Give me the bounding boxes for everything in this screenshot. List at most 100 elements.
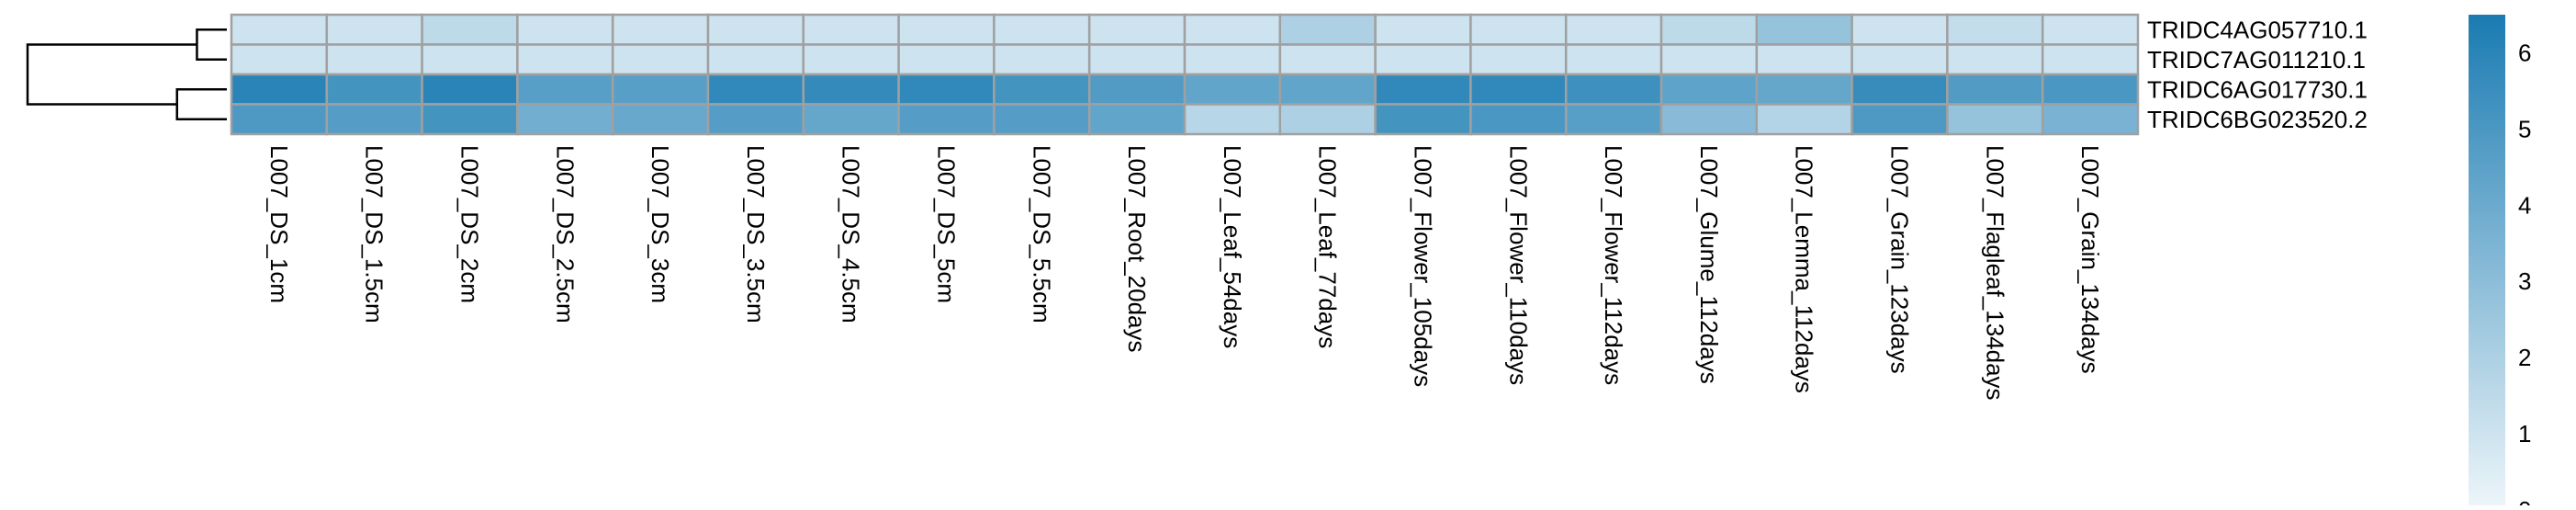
row-label: TRIDC6AG017730.1 bbox=[2147, 75, 2368, 103]
heatmap-cell-r3-c10 bbox=[1183, 103, 1282, 136]
heatmap-cell-r1-c4 bbox=[611, 43, 710, 76]
column-label: L007_Flower_105days bbox=[1410, 145, 1437, 387]
heatmap-cell-r1-c14 bbox=[1564, 43, 1663, 76]
heatmap-cell-r1-c11 bbox=[1278, 43, 1377, 76]
heatmap-cell-r2-c14 bbox=[1564, 73, 1663, 106]
heatmap-cell-r0-c12 bbox=[1374, 13, 1472, 46]
heatmap-cell-r2-c3 bbox=[516, 73, 614, 106]
heatmap-cell-r1-c9 bbox=[1087, 43, 1187, 76]
heatmap-cell-r1-c16 bbox=[1755, 43, 1853, 76]
heatmap-cell-r3-c8 bbox=[993, 103, 1091, 136]
heatmap-cell-r3-c17 bbox=[1850, 103, 1949, 136]
heatmap-cell-r3-c5 bbox=[706, 103, 805, 136]
heatmap-cells bbox=[230, 13, 2140, 136]
legend-tick-label: 6 bbox=[2518, 39, 2531, 66]
column-labels: L007_DS_1cm L007_DS_1.5cm L007_DS_2cm L007_… bbox=[265, 145, 2104, 401]
heatmap-cell-r1-c19 bbox=[2041, 43, 2140, 76]
heatmap-cell-r2-c18 bbox=[1946, 73, 2044, 106]
heatmap-cell-r0-c17 bbox=[1850, 13, 1949, 46]
column-label: L007_DS_2.5cm bbox=[551, 145, 579, 323]
heatmap-cell-r3-c4 bbox=[611, 103, 710, 136]
heatmap-cell-r1-c17 bbox=[1850, 43, 1949, 76]
heatmap-cell-r1-c3 bbox=[516, 43, 614, 76]
heatmap-cell-r3-c9 bbox=[1087, 103, 1187, 136]
heatmap-cell-r2-c15 bbox=[1659, 73, 1759, 106]
column-label: L007_DS_5.5cm bbox=[1028, 145, 1055, 323]
heatmap-cell-r2-c12 bbox=[1374, 73, 1472, 106]
heatmap-cell-r3-c2 bbox=[421, 103, 519, 136]
heatmap-cell-r3-c11 bbox=[1278, 103, 1377, 136]
heatmap-cell-r2-c10 bbox=[1183, 73, 1282, 106]
column-label: L007_DS_3cm bbox=[647, 145, 674, 303]
column-label: L007_Grain_134days bbox=[2076, 145, 2104, 374]
heatmap-cell-r2-c4 bbox=[611, 73, 710, 106]
column-label: L007_Leaf_54days bbox=[1219, 145, 1246, 348]
column-label: L007_Grain_123days bbox=[1886, 145, 1914, 374]
heatmap-cell-r0-c2 bbox=[421, 13, 519, 46]
heatmap-cell-r3-c3 bbox=[516, 103, 614, 136]
heatmap-cell-r0-c19 bbox=[2041, 13, 2140, 46]
row-label: TRIDC7AG011210.1 bbox=[2147, 46, 2366, 74]
heatmap-cell-r1-c0 bbox=[230, 43, 329, 76]
heatmap-cell-r3-c6 bbox=[802, 103, 900, 136]
column-label: L007_Leaf_77days bbox=[1314, 145, 1342, 348]
column-label: L007_DS_5cm bbox=[933, 145, 961, 303]
heatmap-cell-r2-c9 bbox=[1087, 73, 1187, 106]
heatmap-cell-r2-c6 bbox=[802, 73, 900, 106]
heatmap-cell-r3-c14 bbox=[1564, 103, 1663, 136]
heatmap-cell-r3-c15 bbox=[1659, 103, 1759, 136]
heatmap-cell-r0-c10 bbox=[1183, 13, 1282, 46]
legend-tick-label: 5 bbox=[2518, 115, 2531, 142]
column-label: L007_Flagleaf_134days bbox=[1981, 145, 2008, 401]
heatmap-cell-r1-c7 bbox=[897, 43, 996, 76]
legend-tick-label: 2 bbox=[2518, 344, 2531, 371]
heatmap-cell-r0-c18 bbox=[1946, 13, 2044, 46]
legend-tick-label: 1 bbox=[2518, 420, 2531, 448]
heatmap-cell-r1-c5 bbox=[706, 43, 805, 76]
heatmap-cell-r1-c8 bbox=[993, 43, 1091, 76]
legend-tick-label: 0 bbox=[2518, 496, 2531, 505]
heatmap-cell-r0-c11 bbox=[1278, 13, 1377, 46]
legend-color-bar bbox=[2469, 15, 2505, 510]
heatmap-cell-r2-c8 bbox=[993, 73, 1091, 106]
heatmap-cell-r1-c12 bbox=[1374, 43, 1472, 76]
heatmap-cell-r0-c4 bbox=[611, 13, 710, 46]
dendrogram-branch bbox=[175, 88, 227, 120]
heatmap-cell-r1-c6 bbox=[802, 43, 900, 76]
heatmap-cell-r0-c16 bbox=[1755, 13, 1853, 46]
heatmap-cell-r2-c16 bbox=[1755, 73, 1853, 106]
row-label: TRIDC4AG057710.1 bbox=[2147, 16, 2368, 43]
heatmap-cell-r1-c10 bbox=[1183, 43, 1282, 76]
column-label: L007_DS_1.5cm bbox=[361, 145, 388, 323]
dendrogram-branch bbox=[196, 28, 227, 61]
column-label: L007_Lemma_112days bbox=[1791, 145, 1818, 393]
column-label: L007_DS_2cm bbox=[456, 145, 484, 303]
heatmap-cell-r3-c7 bbox=[897, 103, 996, 136]
column-label: L007_Flower_112days bbox=[1600, 145, 1627, 385]
heatmap-cell-r0-c15 bbox=[1659, 13, 1759, 46]
heatmap-cell-r3-c13 bbox=[1469, 103, 1568, 136]
heatmap-cell-r0-c1 bbox=[325, 13, 423, 46]
heatmap-cell-r0-c3 bbox=[516, 13, 614, 46]
legend-tick-label: 3 bbox=[2518, 267, 2531, 295]
row-label: TRIDC6BG023520.2 bbox=[2147, 106, 2368, 133]
heatmap-cell-r2-c7 bbox=[897, 73, 996, 106]
column-label: L007_Root_20days bbox=[1123, 145, 1151, 353]
heatmap-cell-r1-c18 bbox=[1946, 43, 2044, 76]
heatmap-cell-r0-c13 bbox=[1469, 13, 1568, 46]
heatmap-cell-r0-c9 bbox=[1087, 13, 1187, 46]
heatmap-cell-r3-c19 bbox=[2041, 103, 2140, 136]
heatmap-cell-r2-c5 bbox=[706, 73, 805, 106]
legend-tick-label: 4 bbox=[2518, 191, 2531, 219]
heatmap-cell-r0-c6 bbox=[802, 13, 900, 46]
heatmap-cell-r1-c2 bbox=[421, 43, 519, 76]
column-label: L007_DS_3.5cm bbox=[742, 145, 770, 323]
heatmap-cell-r1-c13 bbox=[1469, 43, 1568, 76]
heatmap-cell-r2-c0 bbox=[230, 73, 329, 106]
heatmap-cell-r2-c11 bbox=[1278, 73, 1377, 106]
row-dendrogram bbox=[26, 28, 227, 120]
heatmap-cell-r2-c13 bbox=[1469, 73, 1568, 106]
heatmap-cell-r2-c2 bbox=[421, 73, 519, 106]
